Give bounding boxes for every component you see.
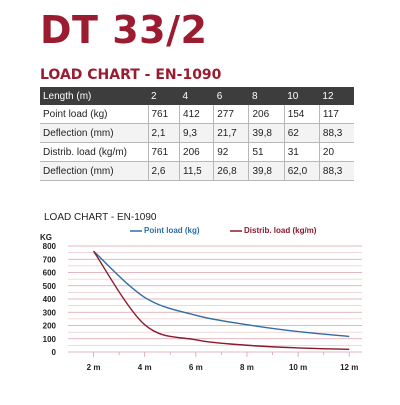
x-tick-label: 2 m xyxy=(87,363,101,372)
y-tick-label: 100 xyxy=(43,335,57,344)
table-cell: 92 xyxy=(213,142,249,162)
axis-ticks: 0 100 200 300 400 500 600 700 800 2 m 4 m 6 m 8 m 10 … xyxy=(43,242,359,372)
table-cell: 206 xyxy=(248,105,285,124)
table-cell: Point load (kg) xyxy=(40,105,148,124)
y-axis-label: KG xyxy=(40,233,52,242)
table-row: Deflection (mm) 2,1 9,3 21,7 39,8 62 88,… xyxy=(40,123,354,143)
table-cell: 761 xyxy=(147,142,180,162)
grid xyxy=(68,245,362,357)
series-line-distrib-load xyxy=(92,250,350,351)
load-table: Length (m) 2 4 6 8 10 12 Point load (kg)… xyxy=(40,87,354,181)
table-cell: 9,3 xyxy=(179,123,214,143)
table-cell: 277 xyxy=(213,105,249,124)
series xyxy=(92,250,350,351)
table-cell: 51 xyxy=(248,142,285,162)
table-row: Point load (kg) 761 412 277 206 154 117 xyxy=(40,105,354,124)
table-cell: 154 xyxy=(283,105,320,124)
header-cell: 12 xyxy=(322,90,334,102)
table-cell: 88,3 xyxy=(318,123,354,143)
y-tick-label: 600 xyxy=(43,269,57,278)
y-tick-label: 300 xyxy=(43,308,57,317)
x-tick-label: 10 m xyxy=(289,363,307,372)
y-tick-label: 400 xyxy=(43,295,57,304)
table-cell: 88,3 xyxy=(318,161,354,181)
header-cell: 6 xyxy=(216,90,223,102)
header-cell: 8 xyxy=(251,90,258,102)
y-tick-label: 700 xyxy=(43,255,57,264)
series-line-point-load xyxy=(93,250,350,338)
x-tick-label: 8 m xyxy=(240,363,254,372)
y-tick-label: 200 xyxy=(43,322,57,331)
y-tick-label: 500 xyxy=(43,282,57,291)
table-cell: 20 xyxy=(318,142,354,162)
chart-title: LOAD CHART - EN-1090 xyxy=(44,212,157,223)
table-cell: Deflection (mm) xyxy=(40,161,148,181)
table-cell: 2,1 xyxy=(147,123,180,143)
table-row: Deflection (mm) 2,6 11,5 26,8 39,8 62,0 … xyxy=(40,161,354,181)
header-cell: Length (m) xyxy=(43,90,92,102)
table-cell: 2,6 xyxy=(147,161,180,181)
table-cell: 31 xyxy=(283,142,320,162)
y-tick-label: 800 xyxy=(43,242,57,251)
table-cell: Deflection (mm) xyxy=(40,123,148,143)
header-cell: 4 xyxy=(182,90,189,102)
x-tick-label: 6 m xyxy=(189,363,203,372)
y-tick-label: 0 xyxy=(52,348,57,357)
table-cell: 117 xyxy=(318,105,354,124)
header-cell: 2 xyxy=(151,90,157,102)
table-cell: 62,0 xyxy=(283,161,320,181)
table-cell: 39,8 xyxy=(248,123,285,143)
table-cell: 11,5 xyxy=(179,161,214,181)
table-cell: 62 xyxy=(283,123,320,143)
table-cell: 206 xyxy=(179,142,214,162)
table-cell: 26,8 xyxy=(213,161,249,181)
table-title: LOAD CHART - EN-1090 xyxy=(40,67,222,83)
legend-label-distrib: Distrib. load (kg/m) xyxy=(244,226,317,235)
product-title: DT 33/2 xyxy=(40,8,208,52)
table-row: Distrib. load (kg/m) 761 206 92 51 31 20 xyxy=(40,142,354,162)
table-cell: 412 xyxy=(179,105,214,124)
table-cell: Distrib. load (kg/m) xyxy=(40,142,148,162)
table-cell: 761 xyxy=(147,105,180,124)
header-cell: 10 xyxy=(287,90,299,102)
legend-label-point: Point load (kg) xyxy=(144,226,200,235)
table-cell: 39,8 xyxy=(248,161,285,181)
x-tick-label: 12 m xyxy=(340,363,358,372)
table-cell: 21,7 xyxy=(213,123,249,143)
table-header-row: Length (m) 2 4 6 8 10 12 xyxy=(40,87,354,105)
x-tick-label: 4 m xyxy=(138,363,152,372)
